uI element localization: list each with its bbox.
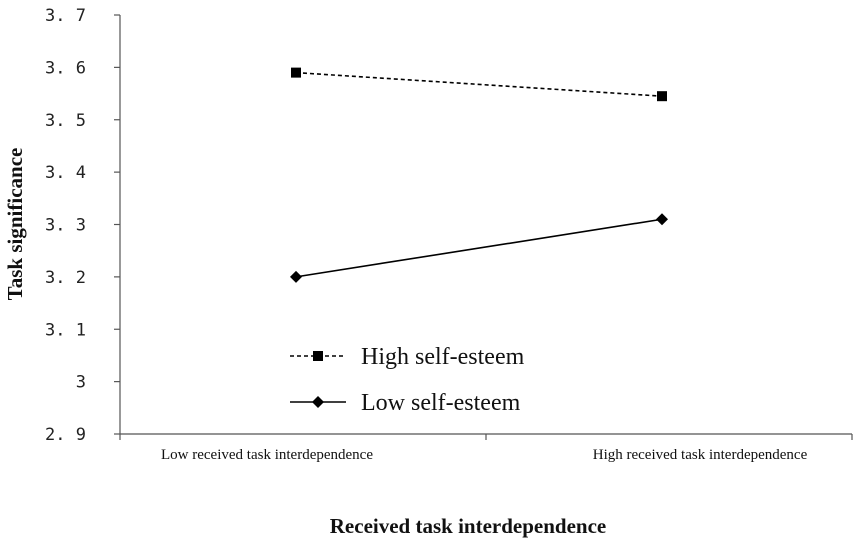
series-line (295, 218, 663, 278)
data-point-diamond (656, 213, 668, 226)
series-group (290, 67, 668, 283)
series-line (295, 71, 663, 97)
data-point-square (313, 351, 323, 361)
y-tick-label: 2. 9 (45, 425, 86, 445)
data-point-square (657, 91, 667, 102)
y-tick-label: 3. 7 (45, 6, 86, 26)
legend: High self-esteem Low self-esteem (290, 344, 525, 416)
y-ticks: 2. 9 3 3. 1 3. 2 3. 3 3. 4 3. 5 3. 6 3. 7 (45, 6, 120, 445)
x-ticks: Low received task interdependence High re… (119, 434, 853, 463)
y-tick-label: 3. 3 (45, 216, 86, 236)
x-category-label: High received task interdependence (593, 447, 808, 463)
data-point-diamond (290, 270, 302, 283)
axes (119, 15, 852, 435)
x-axis-title: Received task interdependence (330, 514, 606, 538)
y-tick-label: 3. 4 (45, 163, 86, 183)
y-tick-label: 3 (76, 373, 86, 393)
y-axis-title: Task significance (3, 148, 27, 301)
y-tick-label: 3. 6 (45, 58, 86, 78)
y-tick-label: 3. 2 (45, 268, 86, 288)
data-point-square (291, 67, 301, 78)
legend-label: High self-esteem (361, 344, 525, 370)
x-category-label: Low received task interdependence (161, 447, 373, 463)
y-tick-label: 3. 1 (45, 320, 86, 340)
y-tick-label: 3. 5 (45, 111, 86, 131)
legend-label: Low self-esteem (361, 390, 521, 416)
data-point-diamond (312, 396, 324, 408)
